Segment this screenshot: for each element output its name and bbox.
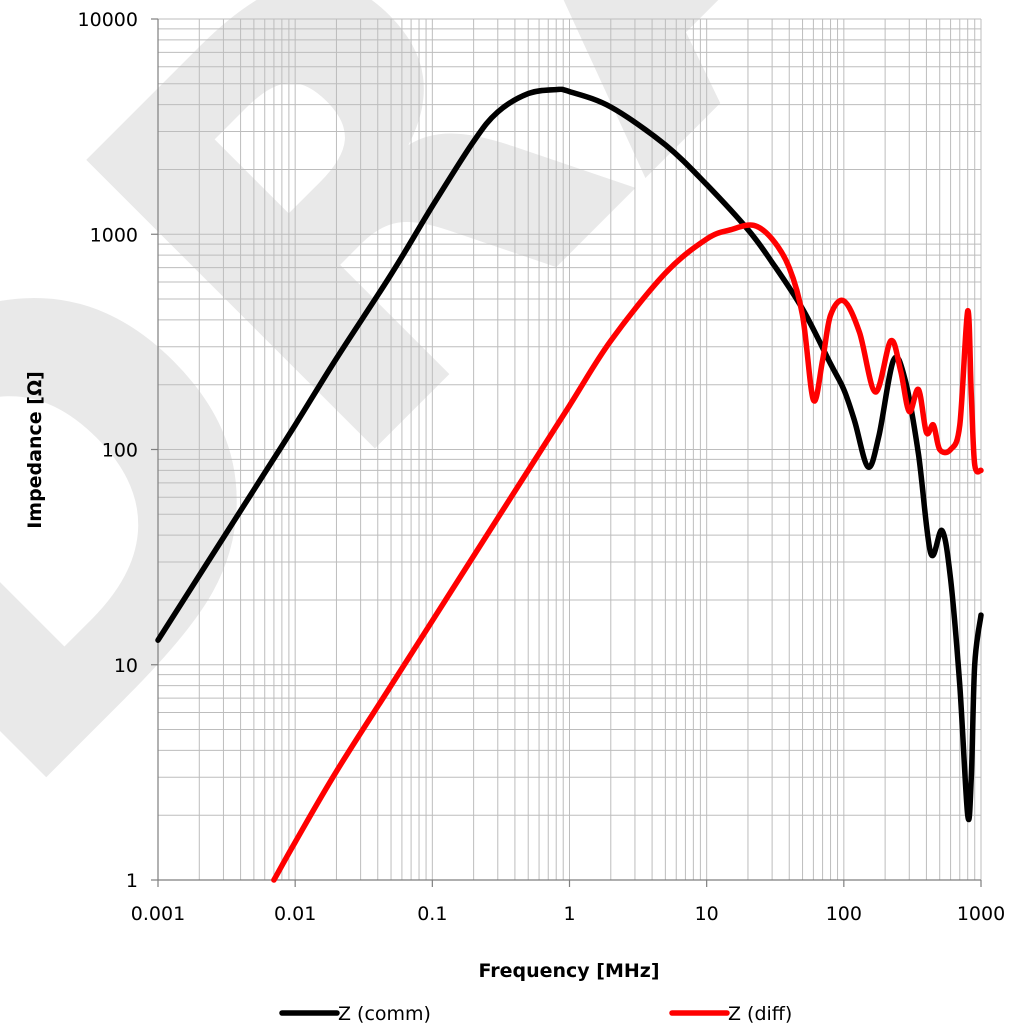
- plot-grid: [157, 18, 982, 881]
- x-tick-label: 0.1: [417, 903, 447, 925]
- y-tick-label: 10000: [78, 9, 138, 31]
- x-tick-label: 0.01: [274, 903, 316, 925]
- y-tick-label: 1: [126, 870, 138, 892]
- legend: Z (comm) Z (diff): [279, 1003, 792, 1025]
- x-tick-label: 1000: [957, 903, 1005, 925]
- x-tick-label: 0.001: [131, 903, 185, 925]
- y-axis-title: Impedance [Ω]: [24, 371, 46, 529]
- x-tick-label: 1: [563, 903, 575, 925]
- x-tick-label: 100: [826, 903, 862, 925]
- y-tick-label: 10: [114, 655, 138, 677]
- legend-label: Z (diff): [728, 1003, 792, 1025]
- series-line-z-diff: [271, 222, 984, 883]
- y-tick-label: 100: [102, 440, 138, 462]
- tick-labels: 0.001 0.01 0.1 1 10 100 1000 1 10 100 1000 10000: [78, 9, 1006, 925]
- series-lines: [155, 86, 984, 883]
- x-tick-label: 10: [695, 903, 719, 925]
- plot-axes: [151, 18, 982, 887]
- x-axis-title: Frequency [MHz]: [478, 960, 659, 982]
- legend-label: Z (comm): [338, 1003, 431, 1025]
- y-tick-label: 1000: [90, 224, 138, 246]
- series-line-z-comm: [155, 86, 984, 823]
